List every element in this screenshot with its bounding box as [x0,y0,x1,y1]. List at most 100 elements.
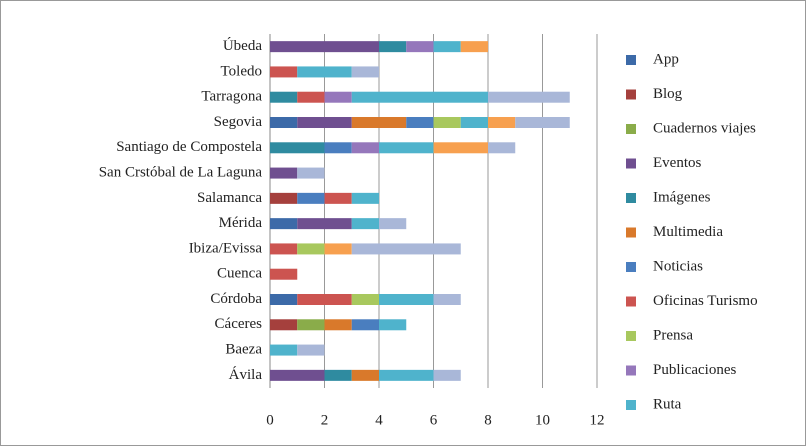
bar-segment [270,319,298,331]
legend-label: Multimedia [653,224,723,240]
bar-segment [379,319,407,331]
bar-segment [270,117,298,128]
bar-segment [297,218,352,230]
bar-segment [351,294,379,305]
legend-swatch [626,193,636,203]
bar-segment [297,319,325,331]
bar-segment [270,66,298,78]
bar-segment [270,243,298,255]
legend-label: Oficinas Turismo [653,293,758,309]
x-tick-label: 2 [321,412,329,428]
legend-swatch [626,365,636,376]
y-tick-label: Ávila [229,366,263,383]
bar-segment [270,218,298,230]
bar-segment [433,369,461,381]
legend-swatch [626,158,636,169]
legend-label: App [653,51,679,67]
y-tick-label: Santiago de Compostela [116,139,262,155]
bar-segment [460,117,488,128]
legend-swatch [626,296,636,307]
legend-label: Ruta [653,396,682,412]
x-tick-label: 0 [266,412,274,428]
bar-segment [351,142,379,154]
y-tick-label: Salamanca [197,190,262,206]
y-tick-label: Cáceres [215,316,263,332]
bar-segment [488,91,570,103]
bar-segment [379,369,434,381]
legend-label: Blog [653,86,683,102]
y-tick-label: San Crstóbal de La Laguna [99,165,263,181]
legend-label: Imágenes [653,189,711,205]
bar-segment [270,268,298,280]
bar-segment [351,319,379,331]
bar-segment [270,344,298,356]
bar-segment [324,369,352,381]
x-tick-label: 6 [430,412,438,428]
bar-segment [351,243,461,255]
bar-segment [433,117,461,128]
bar-segment [433,294,461,305]
y-tick-label: Córdoba [210,291,262,307]
bar-segment [351,192,379,204]
bar-segment [351,369,379,381]
y-tick-label: Tarragona [201,89,262,105]
bar-segment [488,117,516,128]
legend-swatch [626,55,636,65]
bar-segment [324,142,352,154]
bar-segment [324,192,352,204]
y-tick-label: Ibiza/Evissa [189,240,263,256]
bar-segment [433,41,461,53]
x-tick-label: 4 [375,412,383,428]
legend-swatch [626,331,636,341]
bar-segment [297,243,325,255]
bar-segment [406,41,434,53]
legend-swatch [626,227,636,238]
bar-segment [297,167,325,179]
bar-segment [270,91,298,103]
legend-swatch [626,124,636,134]
bar-segment [406,117,434,128]
bar-segment [297,66,352,78]
x-tick-label: 8 [484,412,492,428]
bar-segment [297,91,325,103]
legend-swatch [626,89,636,100]
bar-segment [351,117,407,128]
legend-swatch [626,400,636,410]
bar-segment [379,218,407,230]
bar-segment [270,192,298,204]
bar-segment [297,294,352,305]
x-tick-label: 12 [590,412,605,428]
legend-label: Prensa [653,327,693,343]
y-tick-label: Toledo [221,63,262,79]
bar-segment [270,369,325,381]
bar-segment [488,142,516,154]
bar-segment [351,218,379,230]
bar-segment [270,167,298,179]
bar-segment [515,117,570,128]
bar-segment [379,294,434,305]
bar-segment [297,192,325,204]
legend-label: Publicaciones [653,362,736,378]
x-tick-label: 10 [535,412,550,428]
bar-segment [270,142,325,154]
bar-segment [351,66,379,78]
legend-swatch [626,262,636,272]
y-tick-label: Segovia [214,114,263,130]
legend-label: Cuadernos viajes [653,120,756,136]
bar-segment [270,41,379,53]
legend-label: Noticias [653,258,703,274]
bar-segment [433,142,488,154]
y-tick-label: Baeza [225,342,262,358]
legend-label: Eventos [653,155,701,171]
y-tick-label: Cuenca [217,266,262,282]
bar-segment [270,294,298,305]
bar-segment [297,117,352,128]
bar-segment [460,41,488,53]
bar-segment [324,91,352,103]
bar-segment [351,91,488,103]
y-tick-label: Úbeda [223,37,262,54]
bar-segment [324,243,352,255]
bar-segment [297,344,325,356]
bar-segment [324,319,352,331]
